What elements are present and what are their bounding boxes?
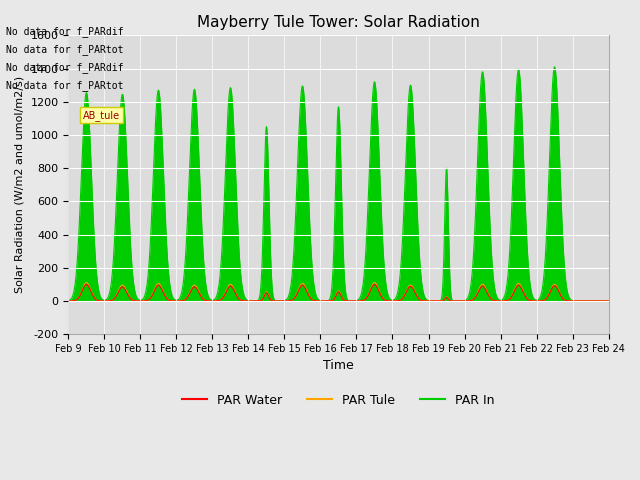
Title: Mayberry Tule Tower: Solar Radiation: Mayberry Tule Tower: Solar Radiation [197,15,480,30]
Legend: PAR Water, PAR Tule, PAR In: PAR Water, PAR Tule, PAR In [177,389,500,411]
Text: No data for f_PARtot: No data for f_PARtot [6,80,124,91]
Text: No data for f_PARtot: No data for f_PARtot [6,44,124,55]
Text: No data for f_PARdif: No data for f_PARdif [6,62,124,73]
X-axis label: Time: Time [323,360,354,372]
Y-axis label: Solar Radiation (W/m2 and umol/m2/s): Solar Radiation (W/m2 and umol/m2/s) [15,76,25,293]
Text: AB_tule: AB_tule [83,109,120,120]
Text: No data for f_PARdif: No data for f_PARdif [6,25,124,36]
